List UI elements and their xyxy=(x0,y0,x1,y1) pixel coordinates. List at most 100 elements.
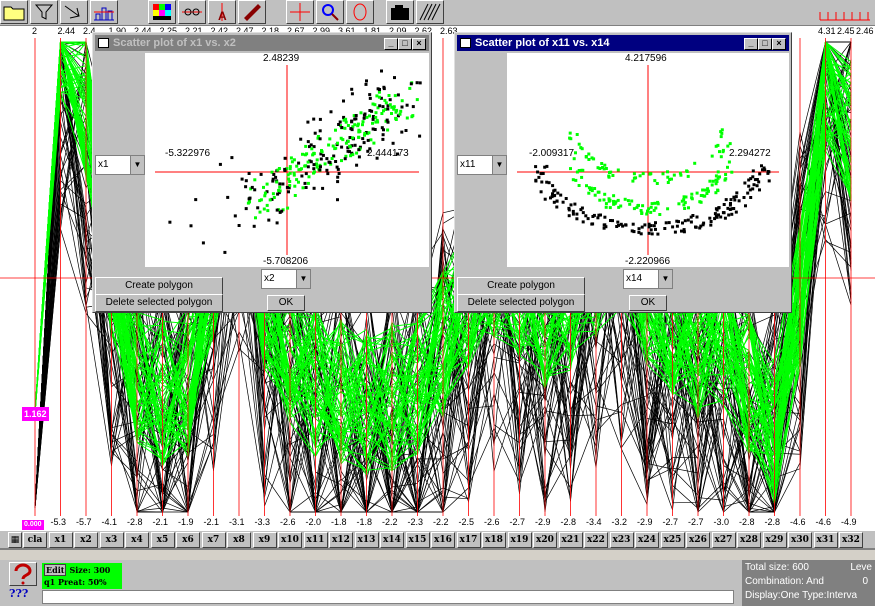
axis-button-x17[interactable]: x17 xyxy=(456,532,481,548)
axis-button-x4[interactable]: x4 xyxy=(125,532,149,548)
chevron-down-icon[interactable]: ▼ xyxy=(296,270,310,288)
status-scroll-field[interactable] xyxy=(42,590,734,604)
horizontal-scrollbar[interactable] xyxy=(0,549,875,560)
axis-button-x26[interactable]: x26 xyxy=(686,532,710,548)
scatter-point xyxy=(598,167,602,170)
maximize-button[interactable]: □ xyxy=(758,38,772,50)
query-marks[interactable]: ??? xyxy=(9,587,29,600)
axis-button-cla[interactable]: cla xyxy=(23,532,47,548)
y-variable-select[interactable]: x1 ▼ xyxy=(95,155,145,175)
axis-marker-lower[interactable]: 0.000 xyxy=(22,520,44,530)
axis-button-x2[interactable]: x2 xyxy=(74,532,98,548)
axis-button-x31[interactable]: x31 xyxy=(813,532,838,548)
scatter-point xyxy=(732,207,736,210)
ok-button[interactable]: OK xyxy=(629,295,667,311)
scatter-canvas[interactable]: 4.217596 -2.220966 -2.009317 2.294272 xyxy=(507,53,789,267)
scatter-window-titlebar[interactable]: Scatter plot of x11 vs. x14 _ □ × xyxy=(457,35,789,51)
axis-button-x19[interactable]: x19 xyxy=(507,532,532,548)
color-grid-icon[interactable] xyxy=(148,0,176,24)
help-button[interactable] xyxy=(9,562,37,586)
axis-button-x10[interactable]: x10 xyxy=(278,532,302,548)
scatter-point xyxy=(569,167,572,171)
axis-button-x23[interactable]: x23 xyxy=(609,532,634,548)
scatter-point xyxy=(312,152,316,156)
axis-button-x5[interactable]: x5 xyxy=(150,532,175,548)
axis-button-x7[interactable]: x7 xyxy=(201,532,226,548)
scatter-point xyxy=(675,224,679,228)
axis-button-x14[interactable]: x14 xyxy=(380,532,404,548)
scatter-point xyxy=(604,205,608,209)
axis-button-x12[interactable]: x12 xyxy=(329,532,353,548)
axis-button-x16[interactable]: x16 xyxy=(431,532,455,548)
scatter-point xyxy=(312,167,316,171)
open-folder-icon[interactable] xyxy=(0,0,28,24)
scatter-point xyxy=(337,172,341,175)
axis-button-x27[interactable]: x27 xyxy=(711,532,736,548)
chevron-down-icon[interactable]: ▼ xyxy=(658,270,672,288)
y-variable-select[interactable]: x11 ▼ xyxy=(457,155,507,175)
axis-button-x1[interactable]: x1 xyxy=(48,532,73,548)
axis-button-x20[interactable]: x20 xyxy=(533,532,557,548)
scatter-point xyxy=(587,186,591,190)
axis-button-x6[interactable]: x6 xyxy=(176,532,200,548)
scatter-canvas[interactable]: 2.48239 -5.708206 -5.322976 2.444173 xyxy=(145,53,429,267)
scatter-point xyxy=(344,120,348,124)
scatter-point xyxy=(598,198,602,202)
axis-button-x13[interactable]: x13 xyxy=(354,532,379,548)
preat-text: q1 Preat: 50% xyxy=(44,577,107,587)
filter-icon[interactable] xyxy=(30,0,58,24)
scatter-window-x1-x2[interactable]: Scatter plot of x1 vs. x2 _ □ × 2.48239 -5… xyxy=(92,32,432,313)
axis-button-x11[interactable]: x11 xyxy=(303,532,328,548)
create-polygon-button[interactable]: Create polygon xyxy=(95,277,223,295)
axis-marker-upper[interactable]: 1.162 xyxy=(22,407,49,421)
edit-label[interactable]: Edit xyxy=(44,564,67,576)
scatter-point xyxy=(575,170,579,174)
stripes-icon[interactable] xyxy=(416,0,444,24)
arrow-icon[interactable] xyxy=(60,0,88,24)
pen-icon[interactable] xyxy=(238,0,266,24)
ok-button[interactable]: OK xyxy=(267,295,305,311)
axis-button-x18[interactable]: x18 xyxy=(482,532,506,548)
magnifier-icon[interactable] xyxy=(316,0,344,24)
maximize-button[interactable]: □ xyxy=(398,38,412,50)
scatter-point xyxy=(640,225,644,229)
create-polygon-button[interactable]: Create polygon xyxy=(457,277,585,295)
close-button[interactable]: × xyxy=(412,38,426,50)
axis-button-x8[interactable]: x8 xyxy=(227,532,251,548)
x-variable-select[interactable]: x14 ▼ xyxy=(623,269,673,289)
axis-button-x30[interactable]: x30 xyxy=(788,532,812,548)
close-button[interactable]: × xyxy=(772,38,786,50)
histogram-icon[interactable] xyxy=(90,0,118,24)
chevron-down-icon[interactable]: ▼ xyxy=(492,156,506,174)
scatter-point xyxy=(597,213,601,217)
grid-icon[interactable]: ▦ xyxy=(8,532,22,548)
axis-button-x32[interactable]: x32 xyxy=(839,532,863,548)
scatter-point xyxy=(330,157,334,160)
crosshair-icon[interactable] xyxy=(286,0,314,24)
axis-button-x15[interactable]: x15 xyxy=(405,532,430,548)
axis-button-x29[interactable]: x29 xyxy=(762,532,787,548)
scatter-window-x11-x14[interactable]: Scatter plot of x11 vs. x14 _ □ × 4.217596… xyxy=(454,32,792,313)
axis-button-x9[interactable]: x9 xyxy=(252,532,277,548)
delete-polygon-button[interactable]: Delete selected polygon xyxy=(457,294,585,312)
chevron-down-icon[interactable]: ▼ xyxy=(130,156,144,174)
scatter-point xyxy=(366,138,370,142)
scatter-window-titlebar[interactable]: Scatter plot of x1 vs. x2 _ □ × xyxy=(95,35,429,51)
delete-polygon-button[interactable]: Delete selected polygon xyxy=(95,294,223,312)
brush-icon[interactable] xyxy=(178,0,206,24)
font-icon[interactable]: A xyxy=(208,0,236,24)
camera-icon[interactable] xyxy=(386,0,414,24)
axis-button-x28[interactable]: x28 xyxy=(737,532,761,548)
scatter-point xyxy=(608,206,612,210)
minimize-button[interactable]: _ xyxy=(744,38,758,50)
minimize-button[interactable]: _ xyxy=(384,38,398,50)
axis-button-x21[interactable]: x21 xyxy=(558,532,583,548)
lasso-icon[interactable] xyxy=(346,0,374,24)
scatter-point xyxy=(716,143,720,147)
axis-button-x22[interactable]: x22 xyxy=(584,532,608,548)
subset-info-box[interactable]: Edit Size: 300 q1 Preat: 50% xyxy=(42,563,122,589)
x-variable-select[interactable]: x2 ▼ xyxy=(261,269,311,289)
axis-button-x25[interactable]: x25 xyxy=(660,532,685,548)
axis-button-x24[interactable]: x24 xyxy=(635,532,659,548)
axis-button-x3[interactable]: x3 xyxy=(99,532,124,548)
